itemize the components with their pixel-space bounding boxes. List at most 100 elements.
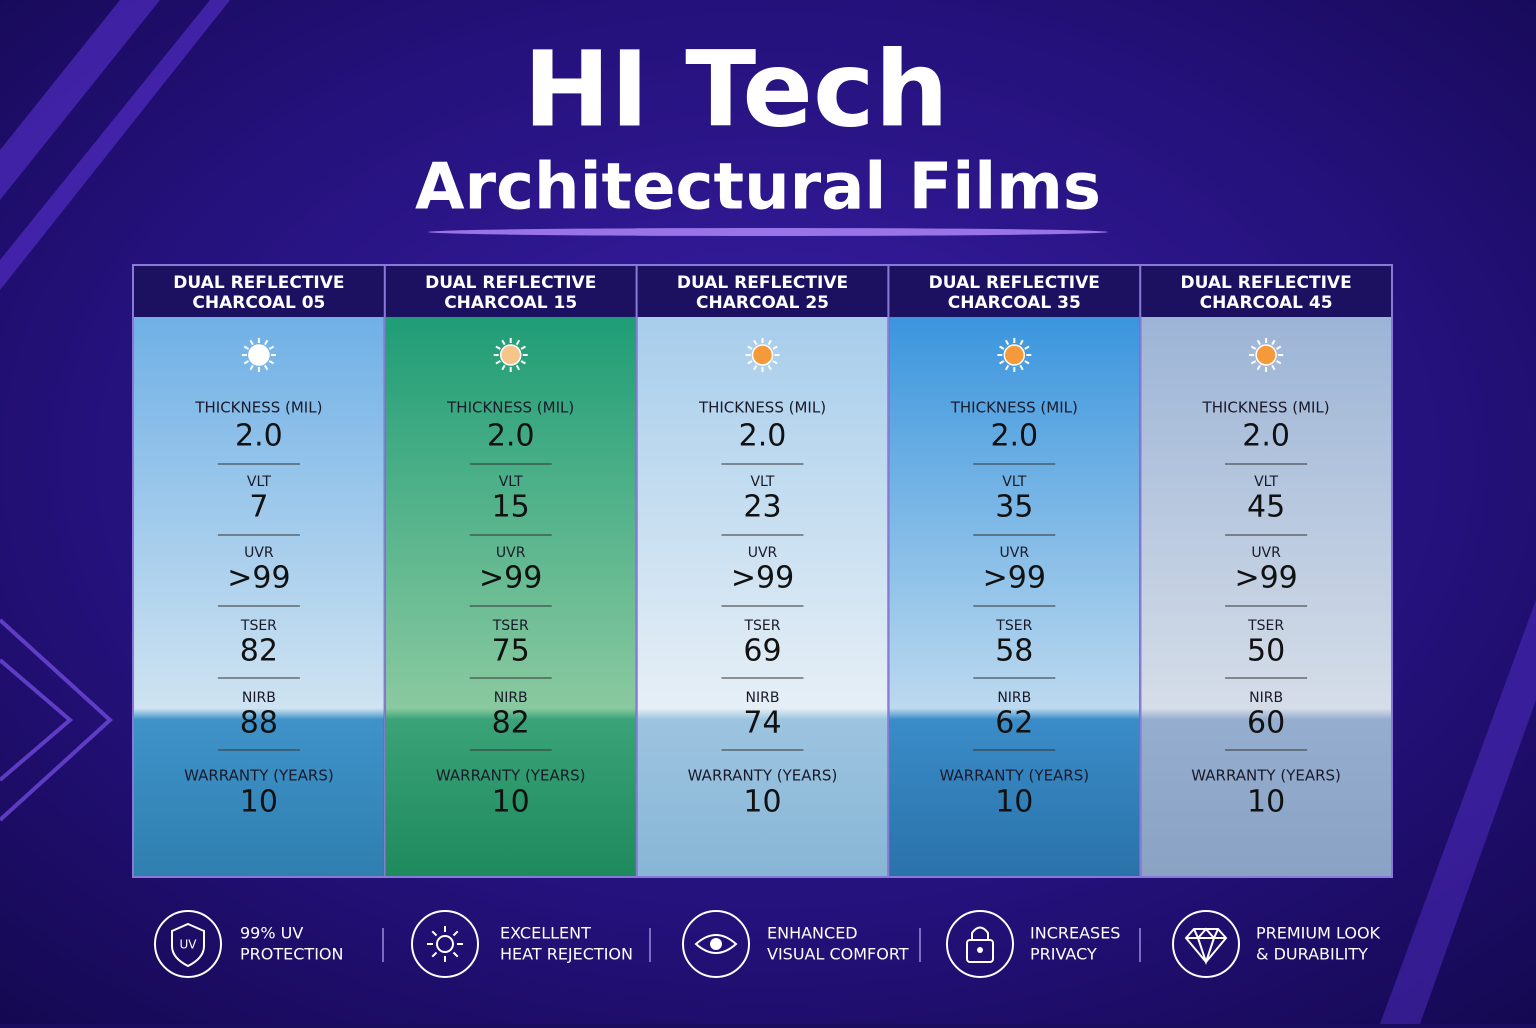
column-header	[637, 266, 888, 317]
sun-icon	[241, 338, 276, 372]
sun-ray	[999, 360, 1005, 365]
lock-shackle	[971, 926, 989, 940]
sun-ray	[495, 345, 501, 350]
spec-value: 10	[995, 785, 1033, 820]
feature-icon	[682, 910, 750, 978]
sun-icon	[997, 338, 1032, 372]
subtitle: Architectural Films	[415, 151, 1101, 225]
spec-value: >99	[983, 561, 1046, 596]
feature-icon	[946, 910, 1014, 978]
sun-ray	[520, 360, 526, 365]
spec-value: 2.0	[1242, 419, 1290, 454]
spec-value: 2.0	[235, 419, 283, 454]
sun-ray	[520, 345, 526, 350]
lock-body	[966, 939, 994, 963]
spec-label: THICKNESS (MIL)	[446, 399, 574, 417]
pupil	[710, 938, 722, 950]
decor	[0, 0, 230, 290]
spec-value: 45	[1247, 490, 1285, 525]
sun-ray	[1250, 360, 1257, 365]
sun-ray	[1271, 339, 1276, 346]
spec-label: VLT	[499, 474, 523, 490]
spec-value: 10	[240, 785, 278, 820]
sun-ray	[767, 364, 772, 371]
sun-ray	[249, 339, 254, 346]
feature-text: 99% UV	[240, 924, 303, 943]
feature-text: HEAT REJECTION	[500, 945, 633, 964]
spec-label: VLT	[247, 474, 271, 490]
spec-value: 2.0	[739, 419, 787, 454]
feature-text: VISUAL COMFORT	[767, 945, 909, 964]
product-name: CHARCOAL 05	[192, 293, 325, 313]
product-name: DUAL REFLECTIVE	[1180, 273, 1351, 293]
feature-icon: UV	[154, 910, 222, 978]
spec-value: >99	[1234, 561, 1297, 596]
spec-label: WARRANTY (YEARS)	[1191, 767, 1341, 785]
spec-label: TSER	[743, 618, 780, 634]
spec-value: 74	[743, 706, 781, 741]
sun-ray	[515, 364, 521, 371]
spec-value: 88	[240, 706, 278, 741]
sun-ray	[249, 364, 254, 371]
sun-ray	[268, 360, 275, 365]
product-name: DUAL REFLECTIVE	[677, 273, 848, 293]
spec-label: WARRANTY (YEARS)	[688, 767, 838, 785]
sun-ray	[501, 339, 506, 346]
spec-label: UVR	[748, 545, 778, 561]
spec-label: THICKNESS (MIL)	[950, 399, 1078, 417]
spec-label: TSER	[492, 618, 529, 634]
spec-value: 10	[492, 785, 530, 820]
spec-value: 82	[492, 706, 530, 741]
sun-ray	[772, 360, 778, 365]
uv-text: UV	[180, 938, 198, 952]
product-name: DUAL REFLECTIVE	[929, 273, 1100, 293]
sun-ray	[264, 339, 269, 346]
spec-label: NIRB	[494, 690, 528, 706]
feature-text: INCREASES	[1030, 924, 1120, 943]
sun-ray	[1250, 345, 1257, 350]
sun-icon	[493, 338, 528, 372]
sun-ray	[1256, 339, 1261, 346]
ray	[452, 930, 459, 937]
icon-ring	[411, 910, 479, 978]
spec-value: 10	[1247, 785, 1285, 820]
sun-core	[499, 344, 522, 366]
spec-label: UVR	[1000, 545, 1030, 561]
feature-text: & DURABILITY	[1256, 945, 1368, 964]
spec-label: UVR	[496, 545, 526, 561]
spec-value: 62	[995, 706, 1033, 741]
sun-icon	[745, 338, 780, 372]
icon-ring	[1172, 910, 1240, 978]
feature-text: EXCELLENT	[500, 924, 591, 943]
spec-label: VLT	[750, 474, 774, 490]
spec-value: 2.0	[990, 419, 1038, 454]
spec-label: TSER	[240, 618, 277, 634]
spec-value: 60	[1247, 706, 1285, 741]
spec-value: 58	[995, 634, 1033, 669]
sun-ray	[767, 339, 772, 346]
sun-icon	[1249, 338, 1284, 372]
sun-ray	[1271, 364, 1276, 371]
sun-core	[1255, 344, 1277, 366]
feature-icon	[411, 910, 479, 978]
sun-ray	[515, 339, 521, 346]
sun-ray	[495, 360, 501, 365]
spec-value: 23	[743, 490, 781, 525]
product-name: DUAL REFLECTIVE	[425, 273, 596, 293]
spec-label: WARRANTY (YEARS)	[184, 767, 334, 785]
diamond	[1184, 927, 1228, 966]
column-bg	[889, 317, 1140, 876]
sun-ray	[753, 339, 758, 346]
sun-ray	[753, 364, 758, 371]
spec-label: NIRB	[997, 690, 1031, 706]
spec-label: THICKNESS (MIL)	[194, 399, 322, 417]
eye	[694, 934, 738, 954]
spec-label: WARRANTY (YEARS)	[939, 767, 1089, 785]
sun-ray	[747, 360, 753, 365]
product-name: CHARCOAL 45	[1200, 293, 1333, 313]
sun-core	[751, 344, 774, 366]
feature-icon	[1172, 910, 1240, 978]
icon-ring	[946, 910, 1014, 978]
sun-ray	[1275, 345, 1282, 350]
